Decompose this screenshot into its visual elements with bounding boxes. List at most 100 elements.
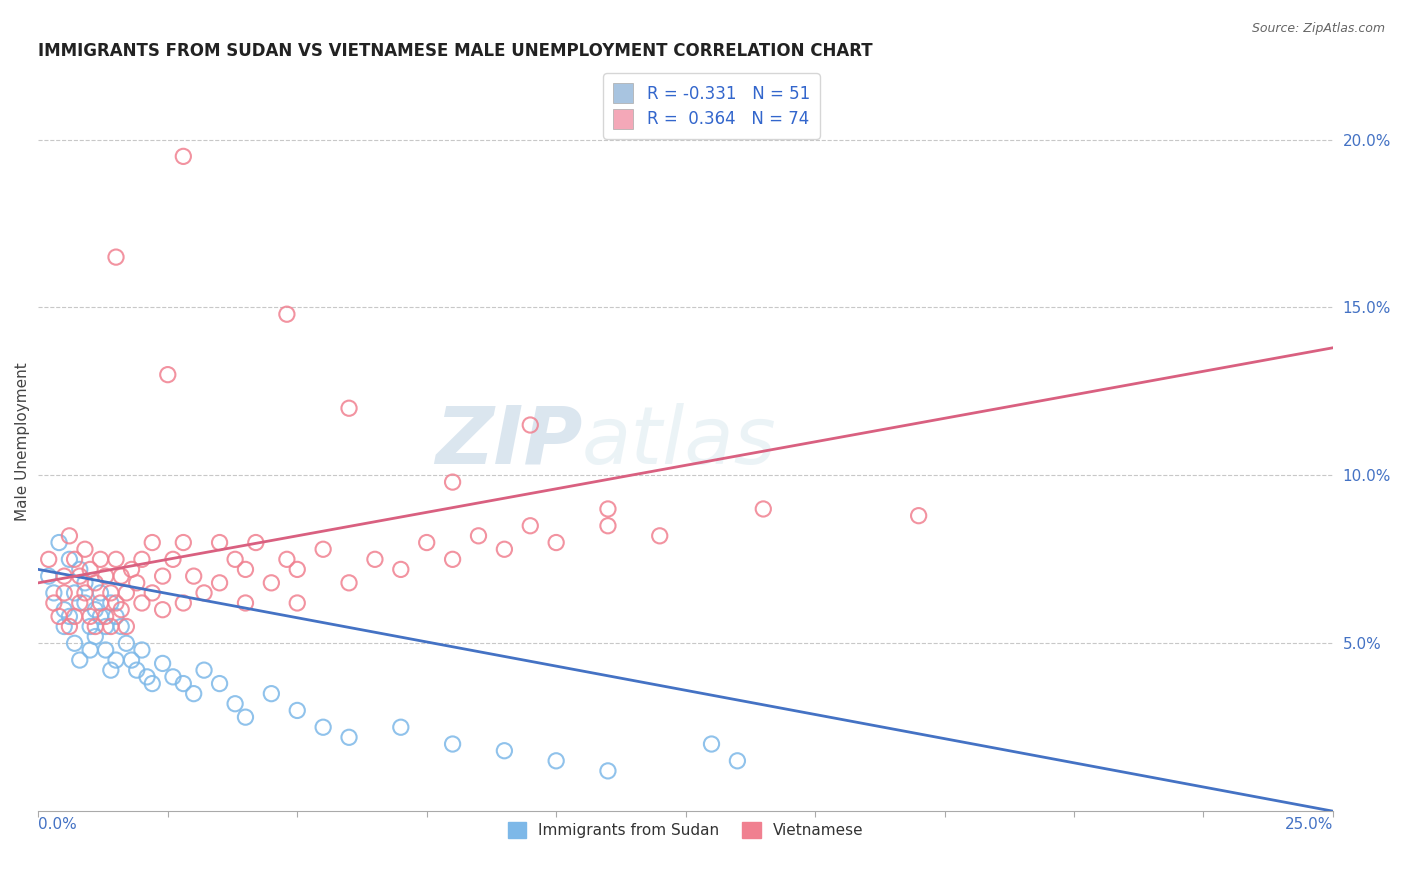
Point xyxy=(110,603,132,617)
Point xyxy=(79,609,101,624)
Point xyxy=(53,603,76,617)
Point xyxy=(441,737,464,751)
Point xyxy=(907,508,929,523)
Point xyxy=(172,676,194,690)
Point xyxy=(224,697,246,711)
Point xyxy=(441,552,464,566)
Point xyxy=(53,569,76,583)
Point xyxy=(73,575,96,590)
Point xyxy=(110,619,132,633)
Point xyxy=(519,518,541,533)
Point xyxy=(100,586,122,600)
Point xyxy=(183,687,205,701)
Point xyxy=(389,562,412,576)
Point xyxy=(115,636,138,650)
Point xyxy=(337,575,360,590)
Point xyxy=(73,596,96,610)
Point xyxy=(100,596,122,610)
Point xyxy=(141,535,163,549)
Point xyxy=(110,569,132,583)
Point xyxy=(183,569,205,583)
Point xyxy=(79,643,101,657)
Point xyxy=(596,502,619,516)
Point xyxy=(58,552,80,566)
Point xyxy=(467,529,489,543)
Point xyxy=(89,609,111,624)
Point xyxy=(48,609,70,624)
Point xyxy=(89,552,111,566)
Point xyxy=(245,535,267,549)
Point xyxy=(415,535,437,549)
Point xyxy=(156,368,179,382)
Text: IMMIGRANTS FROM SUDAN VS VIETNAMESE MALE UNEMPLOYMENT CORRELATION CHART: IMMIGRANTS FROM SUDAN VS VIETNAMESE MALE… xyxy=(38,42,873,60)
Point xyxy=(208,535,231,549)
Point xyxy=(69,569,91,583)
Point xyxy=(152,657,174,671)
Point xyxy=(84,630,107,644)
Point xyxy=(63,586,86,600)
Point xyxy=(69,562,91,576)
Point xyxy=(260,575,283,590)
Point xyxy=(89,596,111,610)
Point xyxy=(131,596,153,610)
Point xyxy=(58,619,80,633)
Point xyxy=(752,502,775,516)
Point xyxy=(162,670,184,684)
Point xyxy=(105,250,128,264)
Point xyxy=(494,542,516,557)
Point xyxy=(42,586,65,600)
Point xyxy=(100,663,122,677)
Point xyxy=(121,653,143,667)
Point xyxy=(441,475,464,489)
Point xyxy=(69,653,91,667)
Point xyxy=(700,737,723,751)
Point xyxy=(84,619,107,633)
Point xyxy=(519,417,541,432)
Point xyxy=(73,542,96,557)
Point xyxy=(596,518,619,533)
Point xyxy=(105,552,128,566)
Point xyxy=(337,401,360,416)
Point xyxy=(121,562,143,576)
Point xyxy=(125,663,148,677)
Point xyxy=(63,636,86,650)
Point xyxy=(69,596,91,610)
Text: ZIP: ZIP xyxy=(434,403,582,481)
Point xyxy=(53,586,76,600)
Point xyxy=(38,552,60,566)
Point xyxy=(312,720,335,734)
Point xyxy=(73,586,96,600)
Point xyxy=(152,603,174,617)
Point xyxy=(58,529,80,543)
Point xyxy=(79,562,101,576)
Point xyxy=(725,754,748,768)
Point xyxy=(100,619,122,633)
Point xyxy=(141,676,163,690)
Point xyxy=(648,529,671,543)
Point xyxy=(276,552,298,566)
Point xyxy=(94,609,117,624)
Point xyxy=(494,744,516,758)
Point xyxy=(136,670,159,684)
Point xyxy=(84,575,107,590)
Point xyxy=(48,535,70,549)
Text: Source: ZipAtlas.com: Source: ZipAtlas.com xyxy=(1251,22,1385,36)
Point xyxy=(193,663,215,677)
Point xyxy=(235,710,257,724)
Point xyxy=(89,586,111,600)
Point xyxy=(131,643,153,657)
Point xyxy=(94,643,117,657)
Point xyxy=(285,703,308,717)
Point xyxy=(94,619,117,633)
Text: atlas: atlas xyxy=(582,403,776,481)
Point xyxy=(105,609,128,624)
Point xyxy=(312,542,335,557)
Point xyxy=(285,562,308,576)
Point xyxy=(115,619,138,633)
Point xyxy=(208,575,231,590)
Point xyxy=(131,552,153,566)
Point xyxy=(208,676,231,690)
Point xyxy=(84,603,107,617)
Point xyxy=(105,596,128,610)
Point xyxy=(38,569,60,583)
